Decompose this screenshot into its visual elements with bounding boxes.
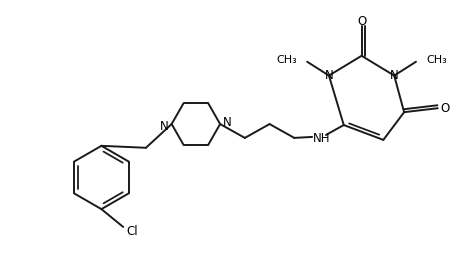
- Text: O: O: [440, 102, 450, 115]
- Text: CH₃: CH₃: [277, 55, 297, 65]
- Text: Cl: Cl: [126, 225, 138, 238]
- Text: N: N: [325, 69, 333, 82]
- Text: CH₃: CH₃: [426, 55, 447, 65]
- Text: N: N: [160, 119, 169, 133]
- Text: N: N: [223, 116, 231, 128]
- Text: O: O: [357, 15, 366, 28]
- Text: N: N: [390, 69, 399, 82]
- Text: NH: NH: [313, 132, 331, 146]
